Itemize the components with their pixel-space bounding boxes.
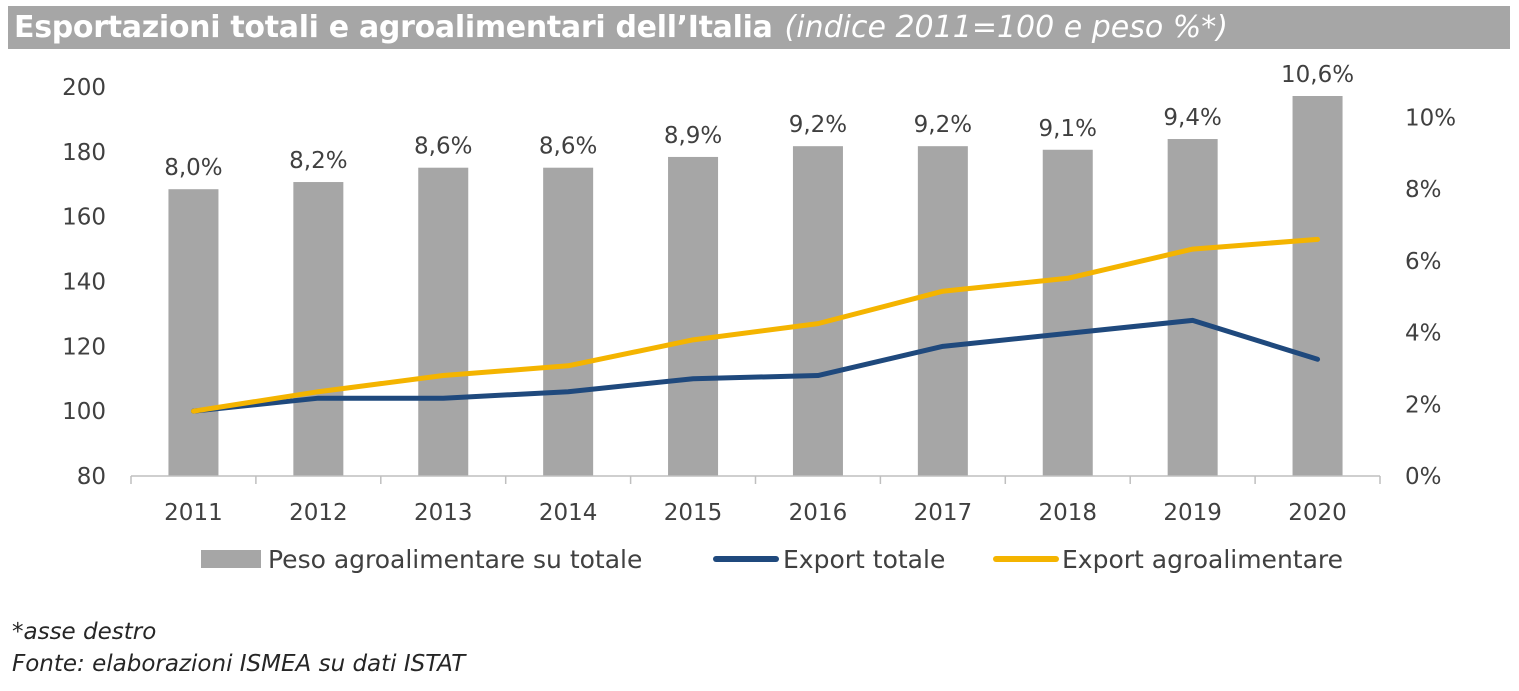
y-right-tick-label: 2% <box>1405 392 1442 418</box>
x-tick-label-2015: 2015 <box>664 500 723 526</box>
bar-label-2014: 8,6% <box>539 134 597 160</box>
bar-2012 <box>293 182 344 477</box>
series-line-export-totale <box>190 317 1321 414</box>
y-left-tick-label: 120 <box>62 334 106 360</box>
x-tick-label-2011: 2011 <box>164 500 223 526</box>
bar-2020 <box>1292 96 1343 476</box>
bar-2016 <box>792 146 843 477</box>
bar-2014 <box>543 167 594 476</box>
bar-label-2011: 8,0% <box>164 155 222 181</box>
axis-note: *asse destro <box>12 619 157 645</box>
bar-2018 <box>1042 149 1093 476</box>
source-note: Fonte: elaborazioni ISMEA su dati ISTAT <box>12 651 466 677</box>
bar-label-2020: 10,6% <box>1281 62 1354 88</box>
bar-label-2018: 9,1% <box>1039 116 1097 142</box>
bar-label-2019: 9,4% <box>1163 105 1221 131</box>
bar-2013 <box>418 167 469 476</box>
bar-label-2016: 9,2% <box>789 112 847 138</box>
bar-label-2012: 8,2% <box>289 148 347 174</box>
legend-label-export-agro: Export agroalimentare <box>1062 545 1343 574</box>
legend-label-export-totale: Export totale <box>783 545 945 574</box>
x-tick-label-2016: 2016 <box>789 500 848 526</box>
y-left-tick-label: 80 <box>77 464 106 490</box>
x-tick-label-2013: 2013 <box>414 500 473 526</box>
bar-2015 <box>668 156 719 476</box>
legend-label-peso: Peso agroalimentare su totale <box>268 545 642 574</box>
bar-2019 <box>1167 139 1218 477</box>
x-tick-label-2014: 2014 <box>539 500 598 526</box>
x-tick-label-2018: 2018 <box>1038 500 1097 526</box>
x-tick-label-2017: 2017 <box>914 500 973 526</box>
y-left-tick-label: 100 <box>62 399 106 425</box>
y-right-tick-label: 0% <box>1405 464 1442 490</box>
bar-2011 <box>168 189 219 476</box>
y-left-tick-label: 200 <box>62 75 106 101</box>
y-right-tick-label: 8% <box>1405 177 1442 203</box>
y-left-tick-label: 180 <box>62 140 106 166</box>
chart-title-bar: Esportazioni totali e agroalimentari del… <box>8 6 1510 49</box>
bar-2017 <box>917 146 968 477</box>
y-right-tick-label: 10% <box>1405 106 1456 132</box>
chart-subtitle: (indice 2011=100 e peso %*) <box>784 10 1228 45</box>
x-tick-label-2020: 2020 <box>1288 500 1347 526</box>
y-right-tick-label: 6% <box>1405 249 1442 275</box>
bar-label-2013: 8,6% <box>414 134 472 160</box>
y-left-tick-label: 140 <box>62 270 106 296</box>
y-left-tick-label: 160 <box>62 205 106 231</box>
bar-label-2017: 9,2% <box>914 112 972 138</box>
series-line-export-agroalimentare <box>190 236 1321 414</box>
y-right-tick-label: 4% <box>1405 321 1442 347</box>
chart-notes: *asse destro Fonte: elaborazioni ISMEA s… <box>12 616 465 680</box>
legend-swatch-peso <box>201 550 261 568</box>
x-tick-label-2019: 2019 <box>1163 500 1222 526</box>
bar-label-2015: 8,9% <box>664 123 722 149</box>
x-tick-label-2012: 2012 <box>289 500 348 526</box>
chart-title: Esportazioni totali e agroalimentari del… <box>14 10 773 45</box>
